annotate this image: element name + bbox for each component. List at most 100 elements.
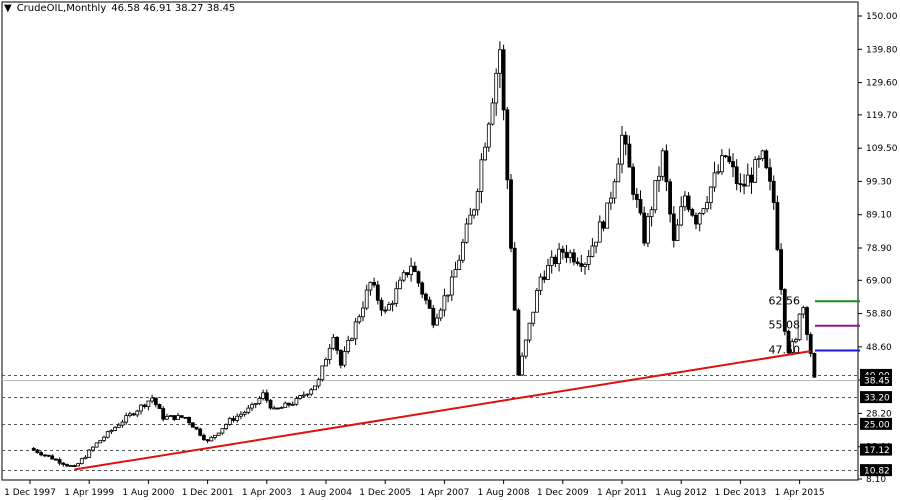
candle-body <box>220 428 225 434</box>
candle-body <box>653 179 658 211</box>
candle-body <box>560 248 565 253</box>
candle-body <box>734 166 739 185</box>
candle-body <box>150 397 155 402</box>
x-tick-label: 1 Aug 2004 <box>300 488 352 498</box>
axis-level-badge <box>860 391 892 404</box>
candle-body <box>349 338 354 341</box>
axis-level-label: 17.12 <box>864 446 890 456</box>
candle-body <box>597 221 602 243</box>
x-tick-label: 1 Apr 2011 <box>597 488 647 498</box>
candle-body <box>423 293 428 301</box>
candle-body <box>386 304 391 311</box>
candle-body <box>31 447 36 451</box>
candle-body <box>253 403 258 406</box>
plot-frame <box>1 1 859 481</box>
candle-body <box>224 424 229 429</box>
candle-body <box>261 392 266 399</box>
candle-body <box>42 454 47 457</box>
candle-body <box>61 462 66 465</box>
candle-body <box>616 163 621 183</box>
candle-body <box>442 295 447 311</box>
candle-body <box>287 402 291 406</box>
candle-body <box>575 261 580 264</box>
y-tick-label: 119.70 <box>866 111 898 121</box>
candle-body <box>690 209 695 216</box>
y-tick-label: 129.60 <box>866 79 898 89</box>
candle-body <box>805 307 809 335</box>
candle-body <box>412 265 417 273</box>
x-tick-label: 1 Aug 2008 <box>478 488 530 498</box>
current-price-label: 38.45 <box>864 376 890 386</box>
candle-body <box>427 299 432 309</box>
candle-body <box>708 186 713 203</box>
symbol-label: CrudeOIL,Monthly <box>16 3 107 14</box>
candle-body <box>790 341 795 353</box>
candle-body <box>383 309 388 312</box>
x-tick-label: 1 Dec 2009 <box>537 488 589 498</box>
candle-body <box>505 109 510 181</box>
candle-body <box>364 289 369 309</box>
candle-body <box>634 193 639 200</box>
candle-body <box>113 426 117 431</box>
candle-body <box>264 392 269 401</box>
candle-body <box>749 174 754 183</box>
y-tick-label: 48.60 <box>866 343 892 353</box>
y-tick-label: 139.80 <box>866 45 898 55</box>
axis-level-badge <box>860 417 892 430</box>
candle-body <box>623 134 628 145</box>
chevron-down-icon[interactable]: ▼ <box>4 3 12 14</box>
candle-body <box>368 282 373 291</box>
candle-body <box>579 263 584 267</box>
candle-body <box>801 307 806 315</box>
candle-body <box>449 276 454 296</box>
candle-body <box>683 195 687 208</box>
candle-body <box>512 247 517 311</box>
candle-body <box>139 404 143 412</box>
candle-body <box>594 241 598 247</box>
x-tick-label: 1 Dec 1997 <box>4 488 56 498</box>
candle-body <box>312 385 317 391</box>
candle-body <box>294 398 299 405</box>
x-tick-label: 1 Aug 2012 <box>655 488 707 498</box>
candle-body <box>375 284 380 301</box>
candle-body <box>686 195 691 210</box>
candle-body <box>324 359 328 367</box>
candle-body <box>301 394 306 397</box>
candle-body <box>494 72 499 104</box>
x-tick-label: 1 Apr 2003 <box>242 488 292 498</box>
candle-body <box>142 404 147 407</box>
candle-body <box>135 410 140 416</box>
candle-body <box>712 172 717 188</box>
candle-body <box>372 282 377 286</box>
candle-body <box>194 426 199 430</box>
candle-body <box>675 224 680 241</box>
candle-body <box>120 421 125 426</box>
candle-body <box>660 150 665 177</box>
trendline <box>74 350 811 471</box>
axis-level-label: 33.20 <box>864 394 890 404</box>
candle-body <box>723 155 728 158</box>
level-label: 47.50 <box>769 343 801 356</box>
candle-body <box>808 334 813 354</box>
candle-body <box>109 430 114 433</box>
candle-body <box>764 150 769 169</box>
candle-body <box>216 432 221 436</box>
candle-body <box>146 400 151 407</box>
candle-body <box>338 349 343 366</box>
candle-body <box>794 339 798 343</box>
candle-body <box>657 175 661 181</box>
candle-body <box>227 418 232 425</box>
x-tick-label: 1 Dec 2013 <box>715 488 767 498</box>
candle-body <box>786 330 791 353</box>
candle-body <box>646 216 650 244</box>
candle-body <box>720 155 724 173</box>
candle-body <box>68 465 73 468</box>
candle-body <box>275 407 280 410</box>
candle-body <box>738 183 743 186</box>
candle-body <box>727 156 732 163</box>
candle-body <box>609 197 613 204</box>
x-tick-label: 1 Apr 2007 <box>419 488 469 498</box>
candle-body <box>335 336 340 351</box>
candle-body <box>620 134 624 165</box>
candle-body <box>649 209 654 217</box>
